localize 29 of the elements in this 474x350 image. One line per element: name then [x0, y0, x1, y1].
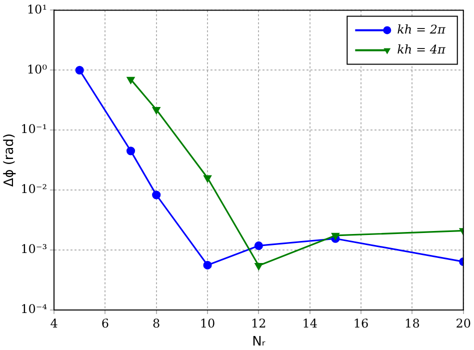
point — [152, 107, 160, 114]
x-tick-label: 8 — [152, 316, 160, 330]
x-tick-label: 14 — [302, 316, 318, 330]
y-tick-label: 10⁻¹ — [20, 122, 48, 136]
point — [203, 260, 212, 270]
x-tick-label: 6 — [101, 316, 110, 330]
x-tick-label: 12 — [251, 316, 266, 330]
point — [254, 263, 263, 270]
y-tick-label: 10⁻³ — [20, 242, 48, 256]
x-axis-title: Nᵣ — [252, 334, 266, 350]
point — [126, 146, 136, 156]
x-tick-label: 10 — [200, 316, 216, 330]
point — [332, 232, 340, 240]
point — [126, 76, 135, 84]
x-tick-label: 4 — [50, 316, 58, 330]
y-tick-label: 10⁰ — [26, 62, 48, 76]
point — [75, 66, 84, 74]
y-tick-label: 10⁻⁴ — [20, 302, 48, 316]
x-tick-label: 18 — [404, 316, 420, 330]
y-tick-label: 10⁻² — [20, 182, 48, 196]
point — [152, 190, 161, 200]
y-axis-title: Δϕ (rad) — [2, 133, 18, 187]
point — [254, 241, 263, 250]
legend-label: kh = 4π — [397, 42, 446, 56]
x-tick-label: 16 — [353, 316, 369, 330]
x-tick-label: 20 — [456, 316, 472, 330]
point — [204, 175, 212, 182]
y-tick-label: 10¹ — [26, 2, 48, 16]
legend-label: kh = 2π — [397, 22, 446, 36]
